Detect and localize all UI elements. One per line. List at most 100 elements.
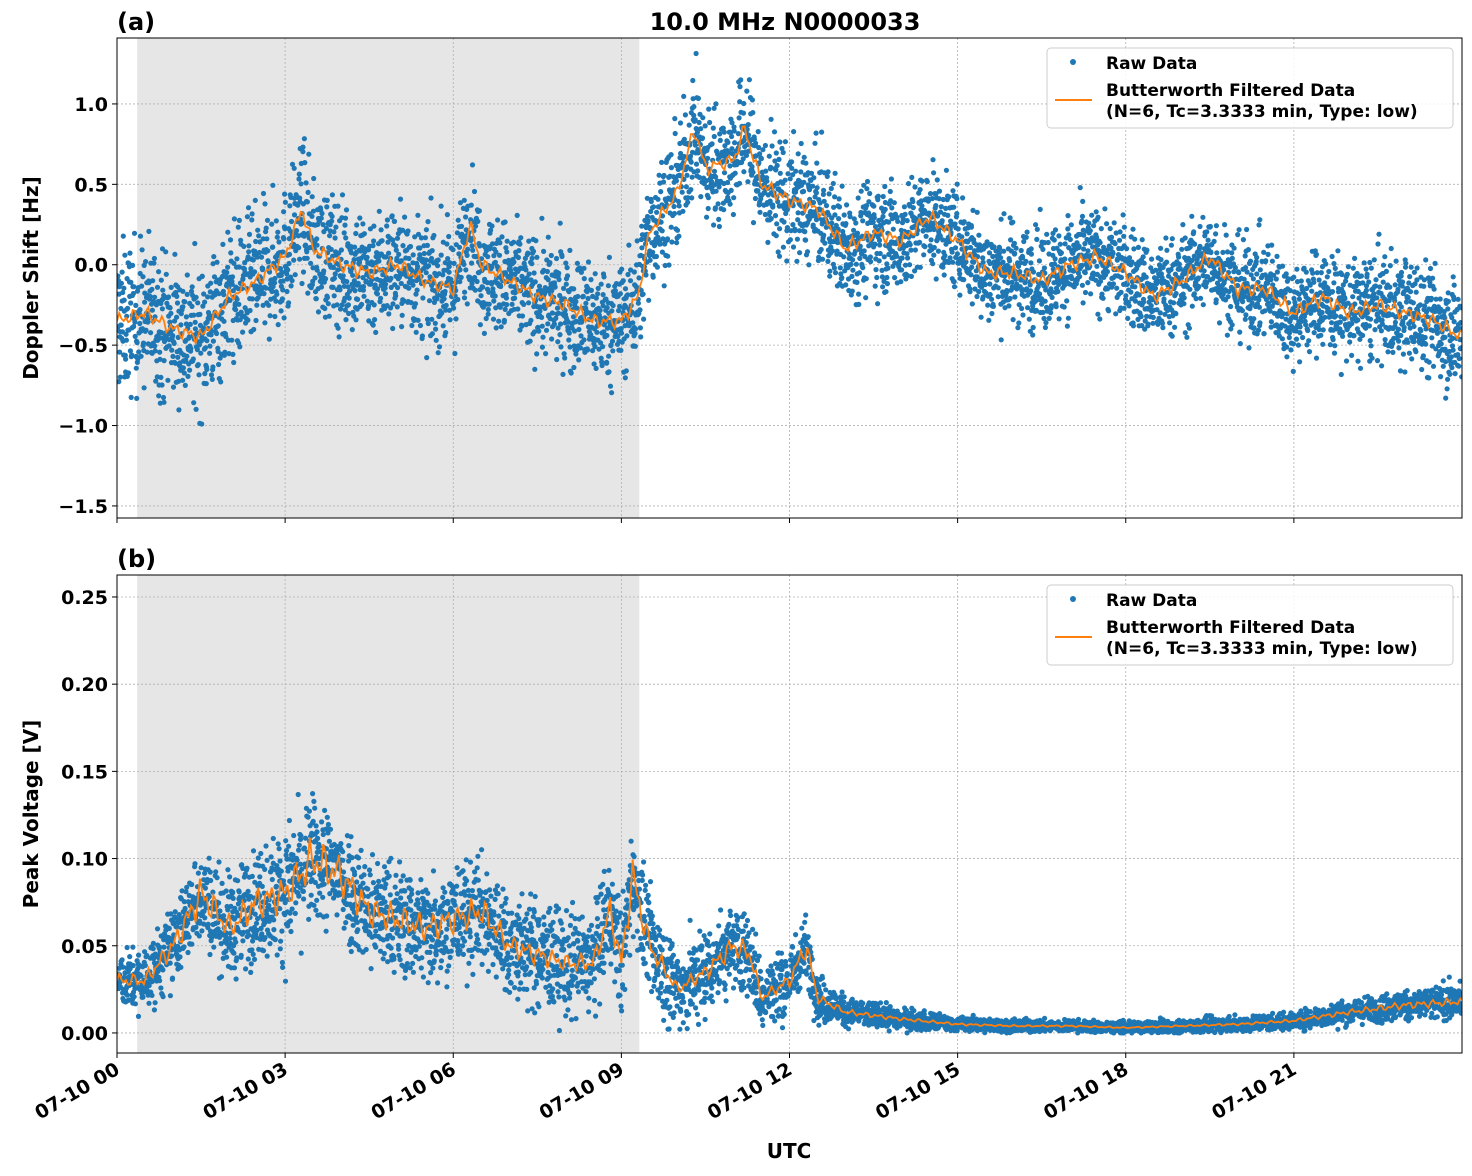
raw-data-point <box>1431 364 1436 369</box>
raw-data-point <box>892 275 897 280</box>
raw-data-point <box>900 256 905 261</box>
raw-data-point <box>274 292 279 297</box>
raw-data-point <box>806 262 811 267</box>
raw-data-point <box>878 251 883 256</box>
raw-data-point <box>827 191 832 196</box>
raw-data-point <box>174 294 179 299</box>
raw-data-point <box>1349 353 1354 358</box>
raw-data-point <box>1396 345 1401 350</box>
raw-data-point <box>413 301 418 306</box>
raw-data-point <box>192 241 197 246</box>
raw-data-point <box>665 236 670 241</box>
raw-data-point <box>1078 185 1083 190</box>
raw-data-point <box>955 182 960 187</box>
raw-data-point <box>802 229 807 234</box>
raw-data-point <box>344 207 349 212</box>
raw-data-point <box>1098 240 1103 245</box>
raw-data-point <box>971 259 976 264</box>
raw-data-point <box>159 382 164 387</box>
raw-data-point <box>1418 302 1423 307</box>
raw-data-point <box>962 219 967 224</box>
raw-data-point <box>567 248 572 253</box>
raw-data-point <box>854 262 859 267</box>
raw-data-point <box>450 247 455 252</box>
raw-data-point <box>1161 296 1166 301</box>
raw-data-point <box>826 169 831 174</box>
raw-data-point <box>457 245 462 250</box>
raw-data-point <box>1422 303 1427 308</box>
raw-data-point <box>465 253 470 258</box>
raw-data-point <box>1367 260 1372 265</box>
raw-data-point <box>462 290 467 295</box>
raw-data-point <box>910 199 915 204</box>
raw-data-point <box>1288 347 1293 352</box>
raw-data-point <box>654 254 659 259</box>
raw-data-point <box>131 284 136 289</box>
raw-data-point <box>619 331 624 336</box>
raw-data-point <box>969 225 974 230</box>
raw-data-point <box>864 186 869 191</box>
raw-data-point <box>636 275 641 280</box>
raw-data-point <box>188 346 193 351</box>
raw-data-point <box>979 315 984 320</box>
raw-data-point <box>480 285 485 290</box>
raw-data-point <box>208 281 213 286</box>
raw-data-point <box>912 184 917 189</box>
raw-data-point <box>707 120 712 125</box>
raw-data-point <box>332 293 337 298</box>
raw-data-point <box>426 321 431 326</box>
raw-data-point <box>1031 325 1036 330</box>
raw-data-point <box>411 252 416 257</box>
raw-data-point <box>738 77 743 82</box>
raw-data-point <box>515 306 520 311</box>
raw-data-point <box>415 213 420 218</box>
raw-data-point <box>774 233 779 238</box>
raw-data-point <box>856 195 861 200</box>
raw-data-point <box>462 295 467 300</box>
raw-data-point <box>795 237 800 242</box>
raw-data-point <box>1421 353 1426 358</box>
raw-data-point <box>687 123 692 128</box>
raw-data-point <box>126 370 131 375</box>
raw-data-point <box>802 155 807 160</box>
raw-data-point <box>797 250 802 255</box>
raw-data-point <box>935 177 940 182</box>
raw-data-point <box>375 291 380 296</box>
raw-data-point <box>774 150 779 155</box>
raw-data-point <box>772 129 777 134</box>
raw-data-point <box>751 220 756 225</box>
raw-data-point <box>365 299 370 304</box>
raw-data-point <box>918 187 923 192</box>
raw-data-point <box>637 307 642 312</box>
raw-data-point <box>475 219 480 224</box>
raw-data-point <box>1395 287 1400 292</box>
raw-data-point <box>552 322 557 327</box>
raw-data-point <box>1213 231 1218 236</box>
raw-data-point <box>236 302 241 307</box>
raw-data-point <box>260 266 265 271</box>
raw-data-point <box>245 318 250 323</box>
raw-data-point <box>133 303 138 308</box>
raw-data-point <box>703 123 708 128</box>
raw-data-point <box>156 269 161 274</box>
raw-data-point <box>1204 229 1209 234</box>
raw-data-point <box>496 319 501 324</box>
raw-data-point <box>1141 297 1146 302</box>
raw-data-point <box>827 274 832 279</box>
raw-data-point <box>905 255 910 260</box>
raw-data-point <box>143 259 148 264</box>
raw-data-point <box>831 181 836 186</box>
raw-data-point <box>865 179 870 184</box>
raw-data-point <box>435 263 440 268</box>
raw-data-point <box>129 395 134 400</box>
raw-data-point <box>1284 271 1289 276</box>
raw-data-point <box>1123 293 1128 298</box>
raw-data-point <box>1237 227 1242 232</box>
raw-data-point <box>1390 341 1395 346</box>
raw-data-point <box>1359 273 1364 278</box>
raw-data-point <box>1441 364 1446 369</box>
raw-data-point <box>1318 333 1323 338</box>
raw-data-point <box>1023 259 1028 264</box>
raw-data-point <box>264 226 269 231</box>
raw-data-point <box>534 255 539 260</box>
